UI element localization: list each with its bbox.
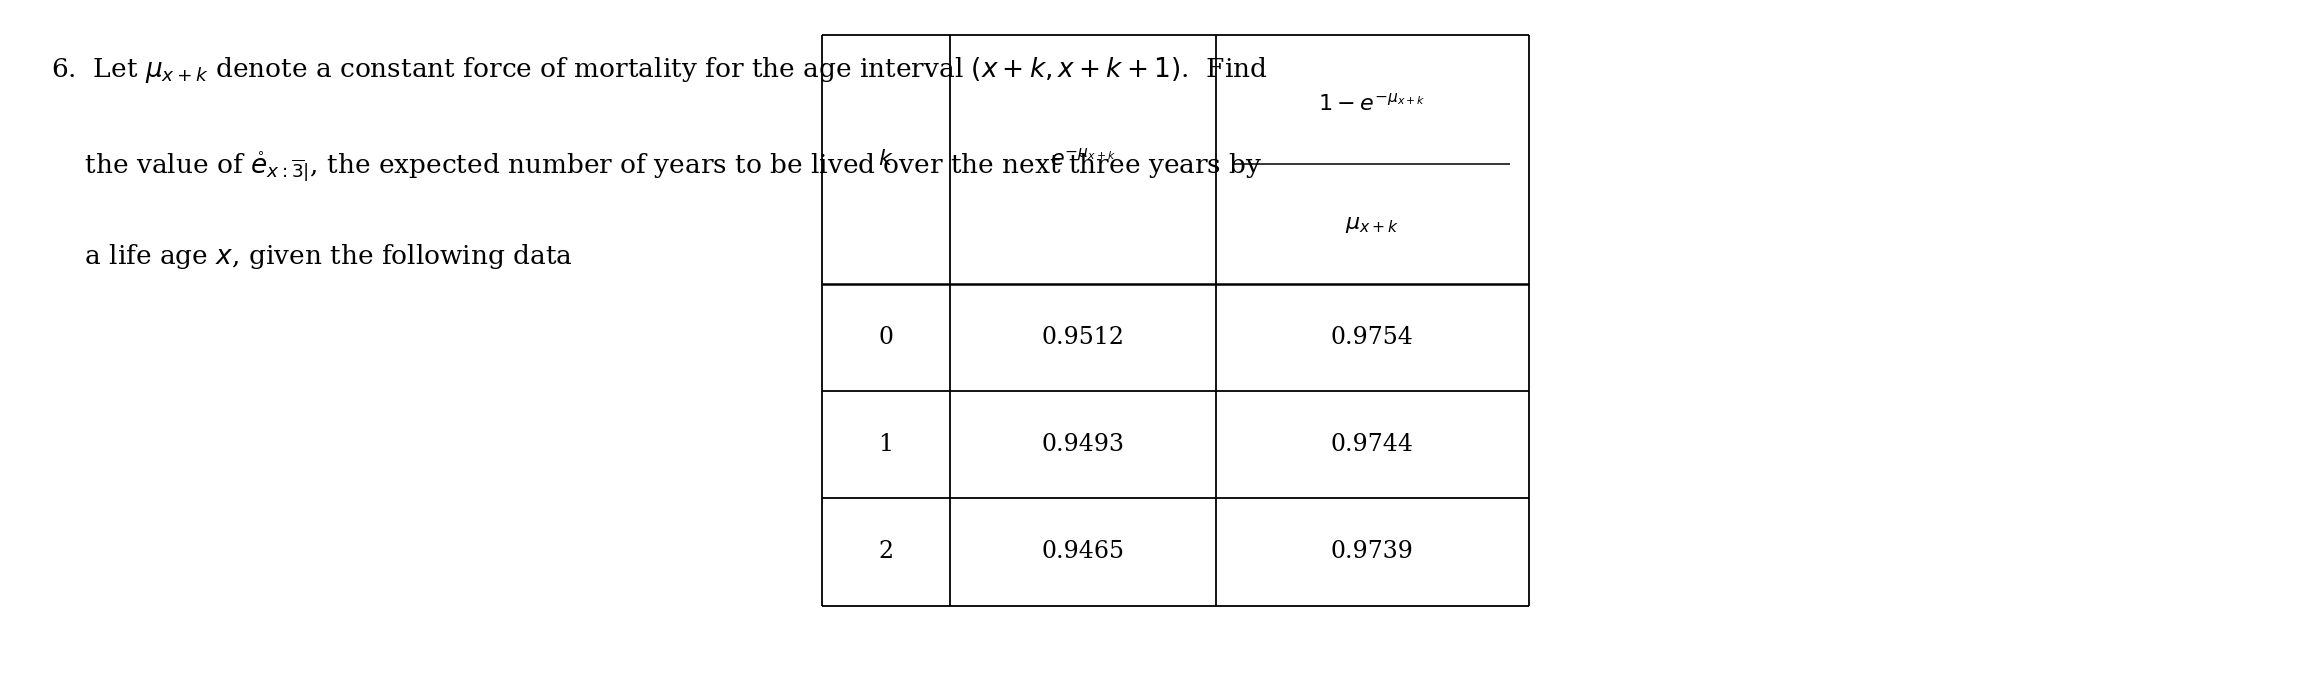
Text: a life age $x$, given the following data: a life age $x$, given the following data [51, 242, 572, 271]
Text: $1 - e^{-\mu_{x+k}}$: $1 - e^{-\mu_{x+k}}$ [1318, 93, 1427, 116]
Text: $\mu_{x+k}$: $\mu_{x+k}$ [1346, 213, 1399, 235]
Text: 0.9744: 0.9744 [1332, 433, 1413, 456]
Text: 2: 2 [878, 540, 894, 563]
Text: $e^{-\mu_{x+k}}$: $e^{-\mu_{x+k}}$ [1049, 148, 1116, 170]
Text: 0.9512: 0.9512 [1042, 326, 1123, 349]
Text: 0: 0 [878, 326, 894, 349]
Text: 1: 1 [878, 433, 894, 456]
Text: 0.9493: 0.9493 [1042, 433, 1123, 456]
Text: 0.9465: 0.9465 [1042, 540, 1123, 563]
Text: 6.  Let $\mu_{x+k}$ denote a constant force of mortality for the age interval $(: 6. Let $\mu_{x+k}$ denote a constant for… [51, 55, 1267, 85]
Text: the value of $\mathring{e}_{x:\overline{3}|}$, the expected number of years to b: the value of $\mathring{e}_{x:\overline{… [51, 149, 1262, 183]
Text: $k$: $k$ [878, 148, 894, 170]
Text: 0.9754: 0.9754 [1332, 326, 1413, 349]
Text: 0.9739: 0.9739 [1332, 540, 1413, 563]
